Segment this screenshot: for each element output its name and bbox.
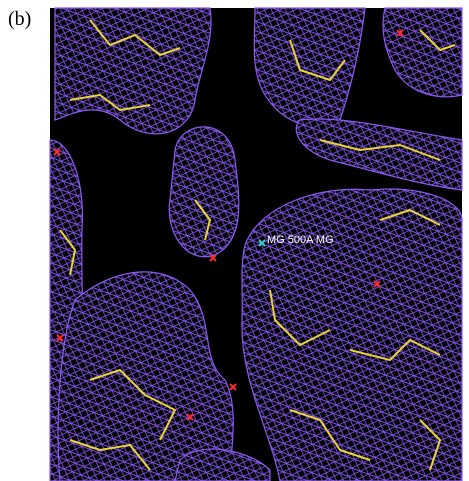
- density-map: MG 500A MG: [0, 0, 469, 481]
- atom-label: MG 500A MG: [267, 234, 334, 246]
- page: {"panel_label": "(b)", "annotation": "MG…: [0, 0, 469, 481]
